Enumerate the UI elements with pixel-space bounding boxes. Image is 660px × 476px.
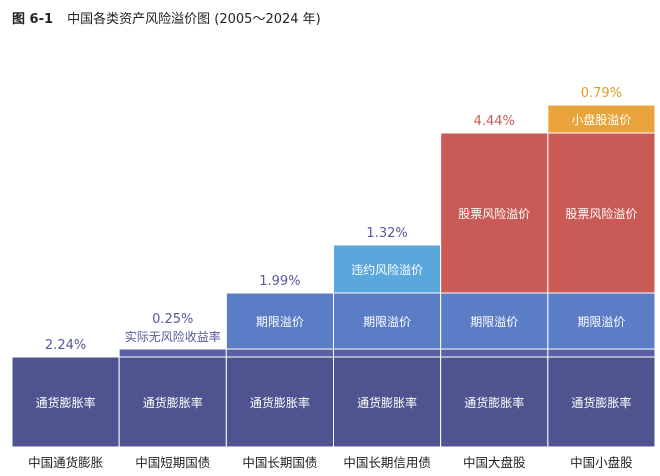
figure-title: 图 6-1 中国各类资产风险溢价图 (2005～2024 年) [12,8,321,27]
bar-segment-riskfree-5 [547,348,656,358]
bar-segment-riskfree-1 [118,348,227,358]
segment-label-equity-5: 股票风险溢价 [565,206,637,221]
bar-segment-smallcap-5 [547,104,656,134]
x-tick-label-5: 中国小盘股 [570,455,633,470]
bar-segment-equity-5 [547,132,656,294]
segment-label-inflation-1: 通货膨胀率 [143,395,203,410]
increment-value-5: 0.79% [581,86,622,101]
segment-label-equity-4: 股票风险溢价 [458,206,530,221]
increment-value-3: 1.32% [366,226,407,241]
x-tick-label-2: 中国长期国债 [242,455,317,470]
segment-label-inflation-5: 通货膨胀率 [571,395,631,410]
segment-label-term-3: 期限溢价 [363,315,411,329]
segment-label-inflation-0: 通货膨胀率 [36,395,96,410]
increment-value-1: 0.25% [152,312,193,327]
segment-label-inflation-2: 通货膨胀率 [250,395,310,410]
figure-number: 图 6-1 [12,12,54,27]
segment-label-term-4: 期限溢价 [470,315,518,329]
increment-value-4: 4.44% [474,114,515,129]
bar-segment-inflation-0 [11,356,120,448]
bar-segment-riskfree-2 [225,348,334,358]
segment-label-inflation-3: 通货膨胀率 [357,395,417,410]
bar-segment-term-5 [547,292,656,350]
x-tick-label-3: 中国长期信用债 [343,455,431,470]
figure-caption: 中国各类资产风险溢价图 (2005～2024 年) [67,12,321,27]
segment-label-term-2: 期限溢价 [256,315,304,329]
increment-value-0: 2.24% [45,338,86,353]
bar-segment-credit-3 [333,244,442,294]
x-tick-label-1: 中国短期国债 [135,455,210,470]
bar-segment-term-4 [440,292,549,350]
bar-segment-term-3 [333,292,442,350]
increment-caption-1: 实际无风险收益率 [125,329,221,344]
segment-label-smallcap-5: 小盘股溢价 [571,112,631,127]
bar-segment-inflation-3 [333,356,442,448]
bar-segment-term-2 [225,292,334,350]
segment-label-term-5: 期限溢价 [577,315,625,329]
bar-segment-inflation-2 [225,356,334,448]
bar-segment-riskfree-4 [440,348,549,358]
segment-label-inflation-4: 通货膨胀率 [464,395,524,410]
x-tick-label-4: 中国大盘股 [463,455,526,470]
bar-segment-equity-4 [440,132,549,294]
bar-segment-riskfree-3 [333,348,442,358]
x-tick-label-0: 中国通货膨胀 [28,455,104,470]
increment-value-2: 1.99% [259,274,300,289]
segment-label-credit-3: 违约风险溢价 [351,262,423,277]
